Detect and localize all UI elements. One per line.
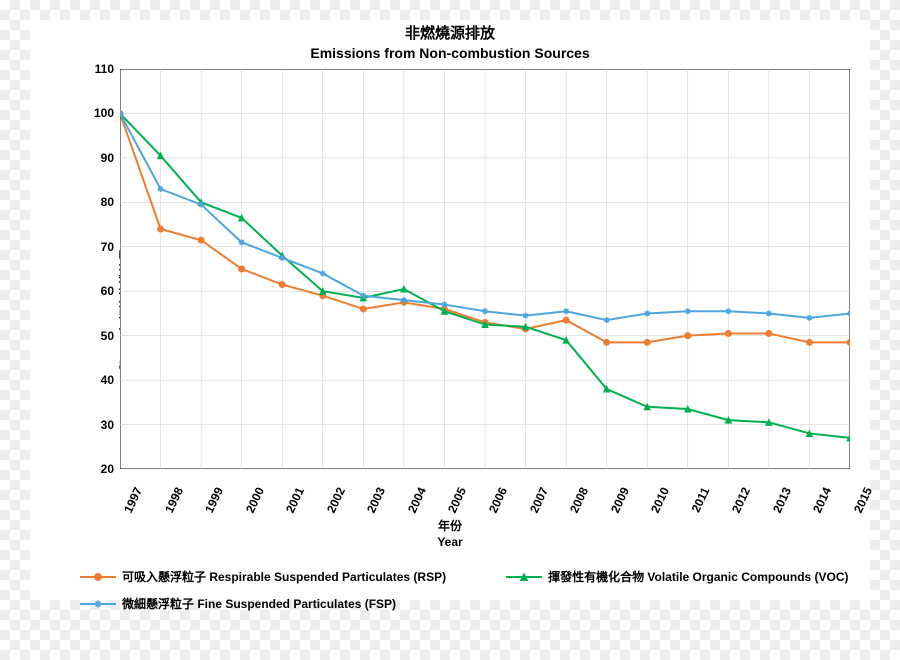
chart-container: 非燃燒源排放 Emissions from Non-combustion Sou… <box>30 20 870 600</box>
x-axis-label: 年份 Year <box>30 519 870 550</box>
plot-area: 2030405060708090100110199719981999200020… <box>120 69 850 469</box>
x-tick-label: 2013 <box>770 485 794 515</box>
y-tick-label: 40 <box>101 373 114 387</box>
x-tick-label: 1999 <box>202 485 226 515</box>
legend-item-voc: 揮發性有機化合物 Volatile Organic Compounds (VOC… <box>506 568 848 585</box>
legend-item-rsp: 可吸入懸浮粒子 Respirable Suspended Particulate… <box>80 568 446 585</box>
legend-item-fsp: 微細懸浮粒子 Fine Suspended Particulates (FSP) <box>80 595 396 612</box>
plot-svg <box>120 69 850 469</box>
x-tick-label: 2011 <box>688 485 712 515</box>
x-tick-label: 2000 <box>243 485 267 515</box>
y-tick-label: 50 <box>101 329 114 343</box>
x-tick-label: 2003 <box>364 485 388 515</box>
legend-label-voc: 揮發性有機化合物 Volatile Organic Compounds (VOC… <box>548 568 848 585</box>
x-tick-label: 2006 <box>486 485 510 515</box>
x-tick-label: 2004 <box>405 485 429 515</box>
y-tick-label: 60 <box>101 284 114 298</box>
legend-row: 微細懸浮粒子 Fine Suspended Particulates (FSP) <box>80 595 870 612</box>
x-tick-label: 2002 <box>324 485 348 515</box>
legend-row: 可吸入懸浮粒子 Respirable Suspended Particulate… <box>80 568 870 585</box>
y-tick-label: 110 <box>95 62 114 76</box>
x-tick-label: 2014 <box>811 485 835 515</box>
y-tick-label: 100 <box>94 106 114 120</box>
x-tick-label: 2007 <box>527 485 551 515</box>
legend-swatch-voc <box>506 569 542 585</box>
y-tick-label: 90 <box>101 151 114 165</box>
x-axis-label-en: Year <box>30 535 870 551</box>
legend-swatch-fsp <box>80 596 116 612</box>
x-tick-label: 2008 <box>567 485 591 515</box>
legend-label-fsp: 微細懸浮粒子 Fine Suspended Particulates (FSP) <box>122 595 396 612</box>
y-tick-label: 30 <box>101 418 114 432</box>
x-axis-label-zh: 年份 <box>30 519 870 535</box>
x-tick-label: 2001 <box>283 485 307 515</box>
chart-title-zh: 非燃燒源排放 <box>30 22 870 43</box>
y-tick-label: 20 <box>101 462 114 476</box>
chart-title-en: Emissions from Non-combustion Sources <box>30 45 870 61</box>
x-tick-label: 2005 <box>446 485 470 515</box>
x-tick-label: 1998 <box>162 485 186 515</box>
y-tick-label: 80 <box>101 195 114 209</box>
legend: 可吸入懸浮粒子 Respirable Suspended Particulate… <box>80 568 870 612</box>
chart-titles: 非燃燒源排放 Emissions from Non-combustion Sou… <box>30 22 870 61</box>
y-tick-label: 70 <box>101 240 114 254</box>
legend-label-rsp: 可吸入懸浮粒子 Respirable Suspended Particulate… <box>122 568 446 585</box>
x-tick-label: 2010 <box>648 485 672 515</box>
x-tick-label: 2009 <box>608 485 632 515</box>
legend-swatch-rsp <box>80 569 116 585</box>
x-tick-label: 1997 <box>121 485 145 515</box>
x-tick-label: 2012 <box>729 485 753 515</box>
